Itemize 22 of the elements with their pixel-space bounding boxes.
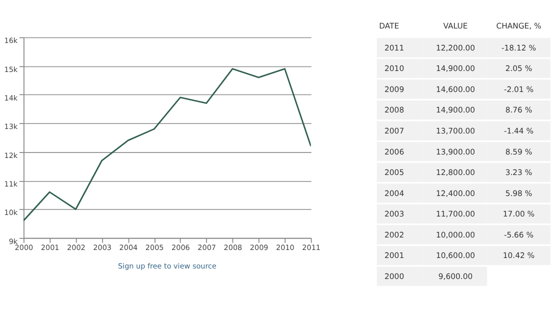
y-tick-label: 12k	[4, 150, 18, 160]
x-tick-label: 2006	[172, 243, 190, 252]
x-tick-label: 2009	[250, 243, 269, 252]
x-tick-label: 2000	[14, 243, 34, 252]
x-tick-label: 2005	[145, 243, 164, 252]
line-series	[24, 68, 311, 222]
y-tick-label: 14k	[4, 93, 18, 102]
x-tick-label: 2007	[198, 243, 216, 252]
y-tick-label: 9k	[8, 236, 18, 246]
x-tick-label: 2002	[67, 243, 86, 252]
y-tick-label: 16k	[4, 36, 18, 46]
y-tick-label: 10k	[4, 208, 18, 218]
y-tick-label: 11k	[4, 179, 18, 188]
x-tick-label: 2003	[93, 243, 112, 252]
x-tick-label: 2008	[224, 243, 243, 252]
x-tick-label: 2011	[302, 243, 321, 252]
x-tick-label: 2001	[40, 243, 60, 252]
y-tick-label: 15k	[4, 64, 18, 74]
x-tick-label: 2010	[276, 243, 295, 252]
y-tick-label: 13k	[4, 122, 18, 132]
text: Sign up free to view source	[118, 262, 217, 271]
x-tick-label: 2004	[119, 243, 138, 252]
